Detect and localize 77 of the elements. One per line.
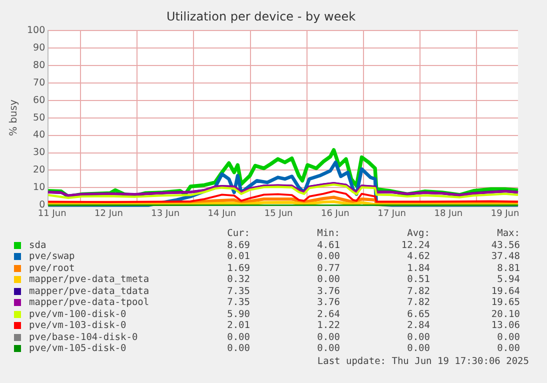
text: 6.65 bbox=[406, 308, 430, 320]
text: 0.00 bbox=[316, 274, 340, 286]
text: 7.82 bbox=[406, 297, 430, 308]
text: 0.00 bbox=[316, 343, 340, 354]
text: 0.00 bbox=[226, 332, 250, 343]
text: 4.62 bbox=[406, 251, 430, 262]
legend-label: mapper/pve-data-tpool bbox=[29, 297, 150, 308]
text: 20.10 bbox=[490, 308, 520, 320]
x-tick-label: 18 Jun bbox=[434, 208, 463, 219]
text: 0.00 bbox=[226, 343, 250, 354]
text: 1.84 bbox=[406, 262, 430, 274]
legend-label: pve/root bbox=[29, 262, 76, 274]
x-tick-label: 17 Jun bbox=[378, 208, 406, 219]
text: Max: bbox=[496, 228, 520, 240]
text: 3.76 bbox=[316, 297, 340, 308]
y-axis-title: % busy bbox=[8, 99, 20, 136]
legend-label: pve/swap bbox=[29, 251, 76, 262]
legend-label: pve/base-104-disk-0 bbox=[29, 332, 139, 343]
text: Last update: Thu Jun 19 17:30:06 2025 bbox=[317, 356, 529, 367]
y-tick-label: 0 bbox=[39, 200, 46, 211]
y-tick-label: 80 bbox=[33, 60, 46, 71]
legend-label: pve/vm-103-disk-0 bbox=[29, 320, 128, 332]
text: 0.01 bbox=[226, 251, 250, 262]
text: 19.64 bbox=[490, 286, 520, 297]
text: Cur: bbox=[226, 228, 250, 240]
text: 7.82 bbox=[406, 286, 430, 297]
text: Avg: bbox=[406, 228, 430, 240]
text: Min: bbox=[316, 228, 340, 240]
text: 12.24 bbox=[400, 240, 430, 251]
text: 43.56 bbox=[490, 240, 520, 251]
text: 0.00 bbox=[496, 332, 520, 343]
text: 0.00 bbox=[496, 343, 520, 354]
x-tick-label: 11 Jun bbox=[38, 208, 66, 219]
text: 0.32 bbox=[226, 274, 250, 286]
text: 7.35 bbox=[226, 286, 250, 297]
text: 1.69 bbox=[226, 262, 250, 274]
legend-label: mapper/pve-data_tdata bbox=[29, 286, 150, 297]
text: 0.00 bbox=[316, 332, 340, 343]
y-tick-label: 50 bbox=[33, 112, 46, 124]
text: 2.64 bbox=[316, 308, 340, 320]
text: 2.01 bbox=[226, 320, 250, 332]
text: 5.94 bbox=[496, 274, 520, 286]
text: 37.48 bbox=[490, 251, 520, 262]
y-tick-label: 40 bbox=[33, 130, 46, 141]
text: 5.90 bbox=[226, 308, 250, 320]
text: 19.65 bbox=[490, 297, 520, 308]
y-tick-label: 100 bbox=[26, 24, 46, 36]
text: 8.69 bbox=[226, 240, 250, 251]
text: 7.35 bbox=[226, 297, 250, 308]
text: 4.61 bbox=[316, 240, 340, 251]
text: 0.00 bbox=[406, 332, 430, 343]
y-tick-label: 90 bbox=[33, 42, 46, 54]
x-tick-label: 12 Jun bbox=[94, 208, 123, 219]
text: 13.06 bbox=[490, 320, 520, 332]
text: 0.00 bbox=[316, 251, 340, 262]
text: 8.81 bbox=[496, 262, 520, 274]
legend-label: mapper/pve-data_tmeta bbox=[29, 274, 150, 286]
text: 0.51 bbox=[406, 274, 430, 286]
y-tick-label: 30 bbox=[33, 147, 46, 158]
x-tick-label: 14 Jun bbox=[208, 208, 236, 219]
legend-label: sda bbox=[29, 240, 48, 251]
y-tick-label: 70 bbox=[33, 77, 46, 88]
legend-label: pve/vm-100-disk-0 bbox=[29, 308, 128, 320]
y-tick-label: 20 bbox=[33, 164, 46, 176]
text: 0.00 bbox=[406, 343, 430, 354]
x-tick-label: 13 Jun bbox=[151, 208, 180, 219]
x-tick-label: 19 Jun bbox=[490, 208, 520, 219]
legend-label: pve/vm-105-disk-0 bbox=[29, 343, 128, 354]
text: 0.77 bbox=[316, 262, 340, 274]
y-tick-label: 60 bbox=[33, 94, 46, 106]
y-tick-label: 10 bbox=[33, 182, 46, 194]
text: 2.84 bbox=[406, 320, 430, 332]
x-tick-label: 16 Jun bbox=[320, 208, 350, 219]
chart-title: Utilization per device - by week bbox=[166, 9, 356, 24]
x-tick-label: 15 Jun bbox=[264, 208, 293, 219]
text: 3.76 bbox=[316, 286, 340, 297]
text: 1.22 bbox=[316, 320, 340, 332]
